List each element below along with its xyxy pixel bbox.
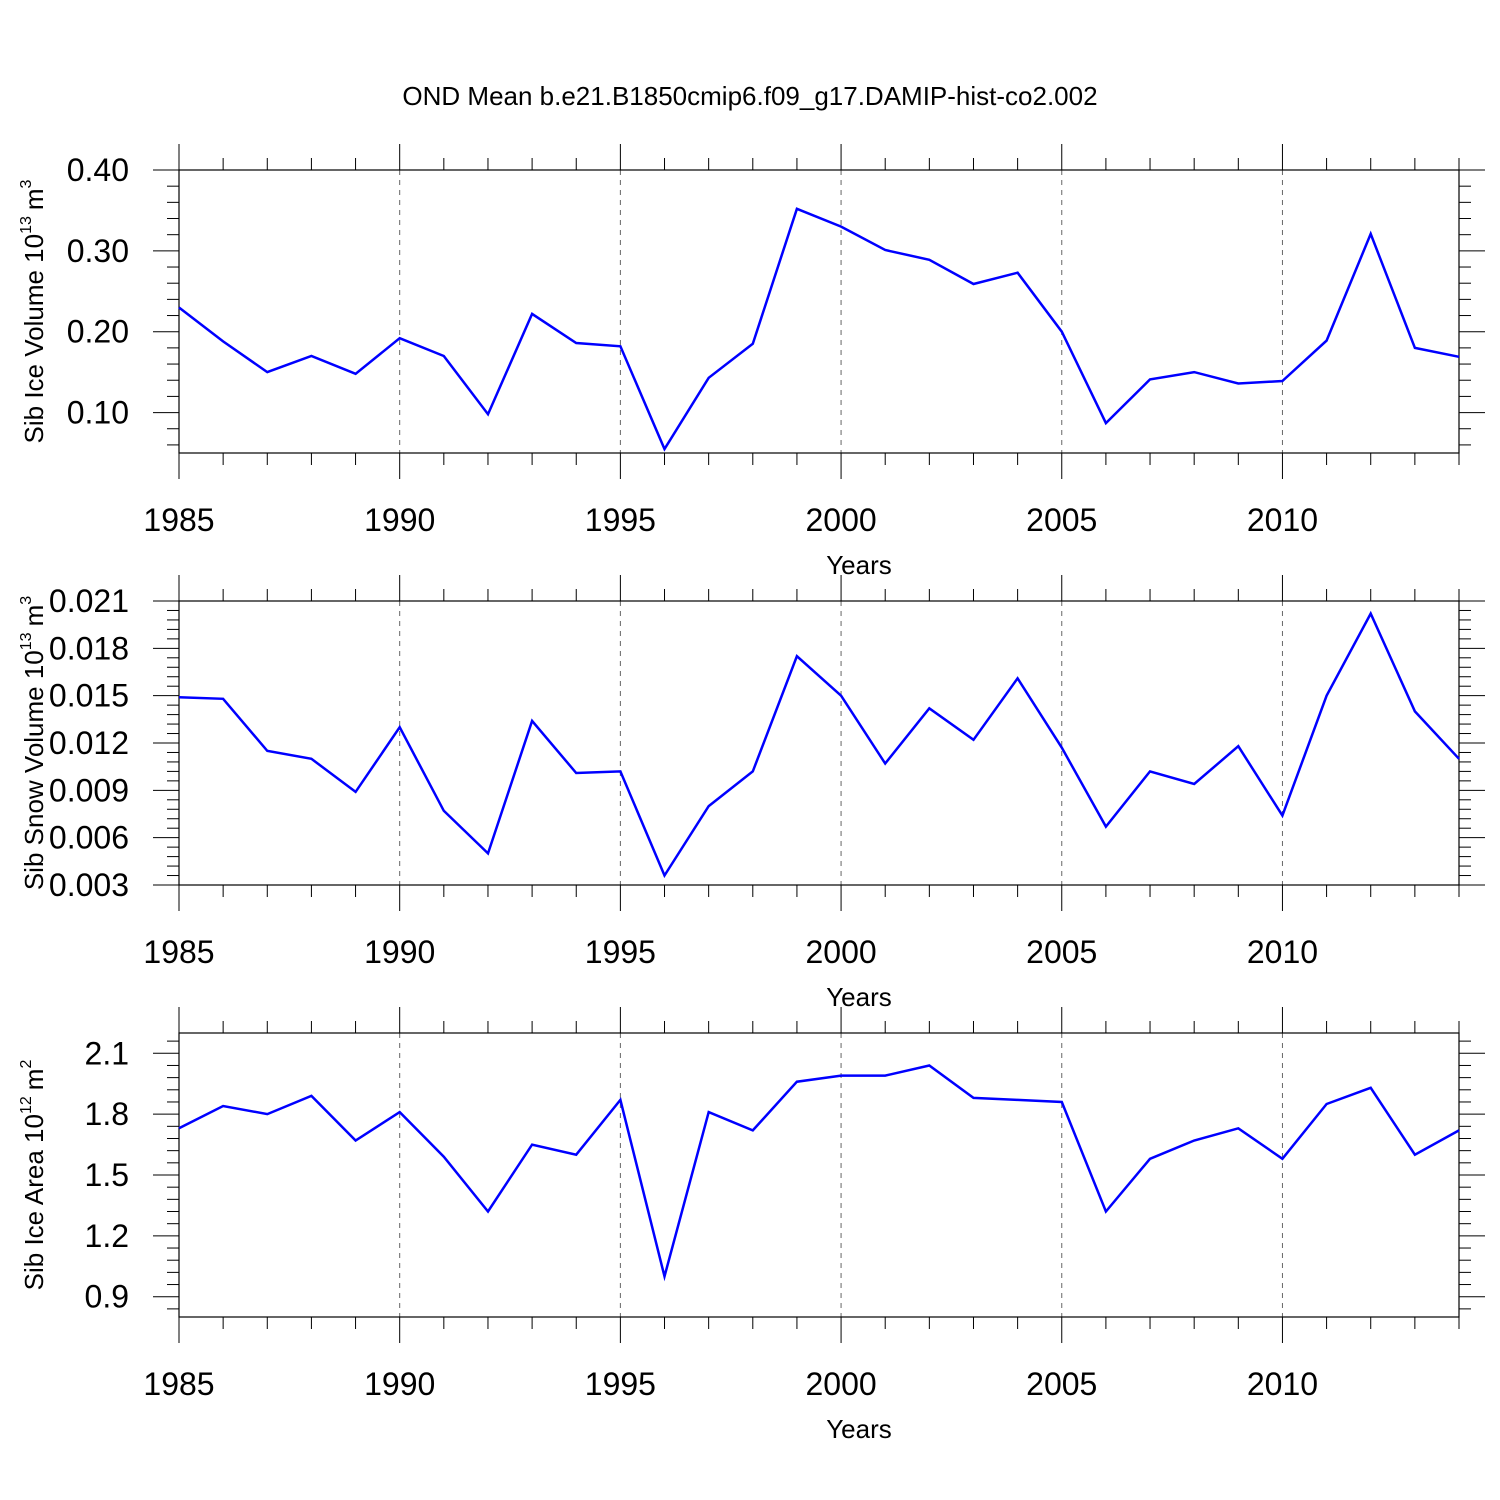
chart-panel-1: 1985 1990 1995 2000 2005 2010 0.10 0.20 0.30 0.40… bbox=[18, 144, 1485, 580]
y-axis-label: Sib Snow Volume 1013m3 bbox=[18, 596, 49, 890]
x-axis-label: Years bbox=[826, 550, 892, 580]
x-axis-label: Years bbox=[826, 982, 892, 1012]
y-tick-label: 0.006 bbox=[49, 820, 129, 856]
series-line bbox=[178, 610, 1460, 879]
y-tick-label: 1.5 bbox=[85, 1157, 129, 1193]
y-axis-label: Sib Ice Volume 1013m3 bbox=[18, 179, 49, 443]
plot-frame bbox=[178, 169, 1460, 454]
y-tick-label: 0.009 bbox=[49, 772, 129, 808]
series-line bbox=[178, 207, 1460, 452]
chart-panel-2: 1985 1990 1995 2000 2005 2010 0.003 0.006 0.009 0… bbox=[18, 575, 1485, 1012]
x-tick-label: 1985 bbox=[143, 502, 214, 538]
x-tick-label: 1990 bbox=[364, 1366, 435, 1402]
x-tick-label: 1985 bbox=[143, 1366, 214, 1402]
figure-title: OND Mean b.e21.B1850cmip6.f09_g17.DAMIP-… bbox=[402, 81, 1097, 111]
y-tick-label: 0.018 bbox=[49, 630, 129, 666]
x-tick-label: 2005 bbox=[1026, 934, 1097, 970]
y-tick-label: 0.10 bbox=[67, 395, 129, 431]
x-tick-label: 2000 bbox=[805, 934, 876, 970]
y-tick-label: 0.012 bbox=[49, 725, 129, 761]
chart-panels: 1985 1990 1995 2000 2005 2010 0.10 0.20 0.30 0.40… bbox=[18, 144, 1485, 1444]
x-tick-label: 1995 bbox=[585, 502, 656, 538]
y-tick-label: 0.003 bbox=[49, 867, 129, 903]
y-tick-label: 1.8 bbox=[85, 1096, 129, 1132]
y-tick-label: 0.015 bbox=[49, 678, 129, 714]
x-tick-label: 1995 bbox=[585, 1366, 656, 1402]
x-tick-label: 2010 bbox=[1247, 502, 1318, 538]
y-tick-label: 0.20 bbox=[67, 314, 129, 350]
plot-frame bbox=[178, 600, 1460, 886]
plot-frame bbox=[178, 1032, 1460, 1318]
x-axis-label: Years bbox=[826, 1414, 892, 1444]
y-tick-label: 0.40 bbox=[67, 152, 129, 188]
y-tick-label: 0.021 bbox=[49, 583, 129, 619]
x-tick-label: 2010 bbox=[1247, 1366, 1318, 1402]
x-tick-label: 2000 bbox=[805, 1366, 876, 1402]
x-tick-label: 1995 bbox=[585, 934, 656, 970]
series-line bbox=[178, 1064, 1460, 1282]
x-tick-label: 2005 bbox=[1026, 502, 1097, 538]
x-tick-label: 1990 bbox=[364, 502, 435, 538]
y-axis-label: Sib Ice Area 1012m2 bbox=[18, 1060, 49, 1291]
y-tick-label: 1.2 bbox=[85, 1218, 129, 1254]
x-tick-label: 2005 bbox=[1026, 1366, 1097, 1402]
y-tick-label: 0.30 bbox=[67, 233, 129, 269]
chart-panel-3: 1985 1990 1995 2000 2005 2010 0.9 1.2 1.5 1.8 2.1 Y… bbox=[18, 1007, 1485, 1444]
y-tick-label: 0.9 bbox=[85, 1279, 129, 1315]
x-tick-label: 2000 bbox=[805, 502, 876, 538]
x-tick-label: 1990 bbox=[364, 934, 435, 970]
y-tick-label: 2.1 bbox=[85, 1035, 129, 1071]
x-tick-label: 2010 bbox=[1247, 934, 1318, 970]
x-tick-label: 1985 bbox=[143, 934, 214, 970]
